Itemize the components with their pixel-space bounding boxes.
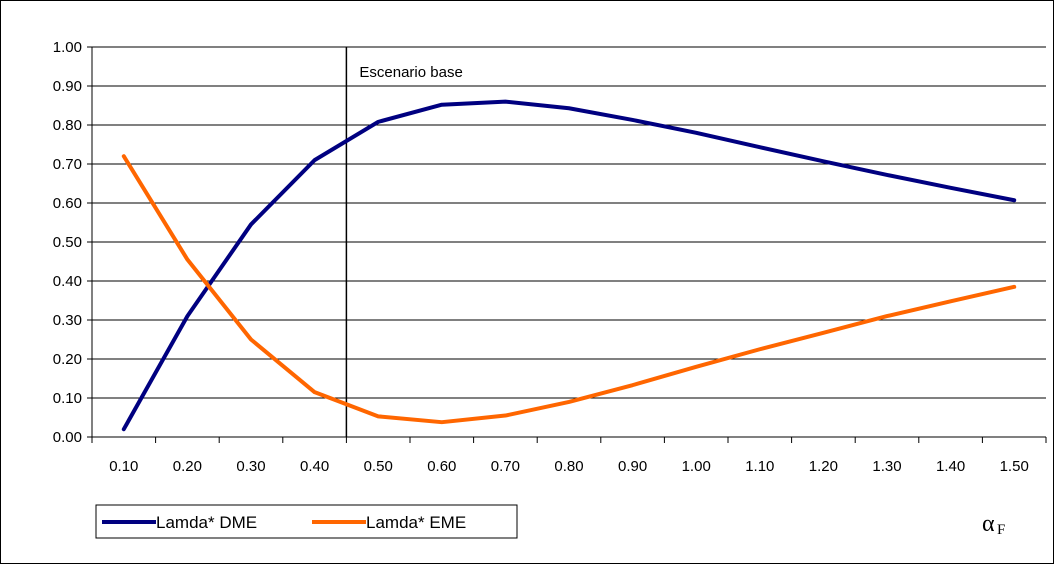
alpha-symbol: α: [982, 511, 995, 537]
y-tick-label: 0.30: [53, 312, 82, 329]
x-tick-label: 0.60: [427, 458, 456, 475]
x-axis-symbol: α F: [982, 511, 1005, 538]
y-axis: 0.00 0.10 0.20 0.30 0.40 0.50 0.60 0.70 0.80 0.90…: [53, 39, 92, 446]
x-tick-label: 0.90: [618, 458, 647, 475]
x-tick-label: 1.50: [1000, 458, 1029, 475]
y-tick-label: 1.00: [53, 39, 82, 56]
x-tick-label: 1.00: [682, 458, 711, 475]
y-tick-label: 0.90: [53, 78, 82, 95]
y-tick-label: 0.40: [53, 273, 82, 290]
y-tick-label: 0.60: [53, 195, 82, 212]
legend-label-eme: Lamda* EME: [366, 513, 466, 532]
gridlines: [92, 47, 1046, 398]
x-tick-label: 1.40: [936, 458, 965, 475]
x-tick-label: 0.80: [554, 458, 583, 475]
alpha-subscript: F: [997, 522, 1005, 538]
y-tick-label: 0.10: [53, 390, 82, 407]
scenario-label: Escenario base: [359, 64, 462, 81]
legend: Lamda* DME Lamda* EME: [96, 505, 517, 538]
y-tick-label: 0.20: [53, 351, 82, 368]
x-tick-label: 0.10: [109, 458, 138, 475]
x-tick-label: 0.30: [236, 458, 265, 475]
x-tick-label: 1.10: [745, 458, 774, 475]
y-tick-label: 0.00: [53, 429, 82, 446]
series-lines: [124, 102, 1014, 430]
x-tick-label: 0.70: [491, 458, 520, 475]
x-tick-label: 0.20: [173, 458, 202, 475]
x-tick-label: 0.50: [364, 458, 393, 475]
legend-label-dme: Lamda* DME: [156, 513, 257, 532]
y-tick-label: 0.50: [53, 234, 82, 251]
x-tick-label: 0.40: [300, 458, 329, 475]
series-line-eme: [124, 156, 1014, 422]
x-tick-label: 1.20: [809, 458, 838, 475]
y-tick-label: 0.80: [53, 117, 82, 134]
y-tick-label: 0.70: [53, 156, 82, 173]
x-axis: 0.10 0.20 0.30 0.40 0.50 0.60 0.70 0.80 0.90 1.00…: [92, 437, 1046, 475]
series-line-dme: [124, 102, 1014, 430]
x-tick-label: 1.30: [872, 458, 901, 475]
